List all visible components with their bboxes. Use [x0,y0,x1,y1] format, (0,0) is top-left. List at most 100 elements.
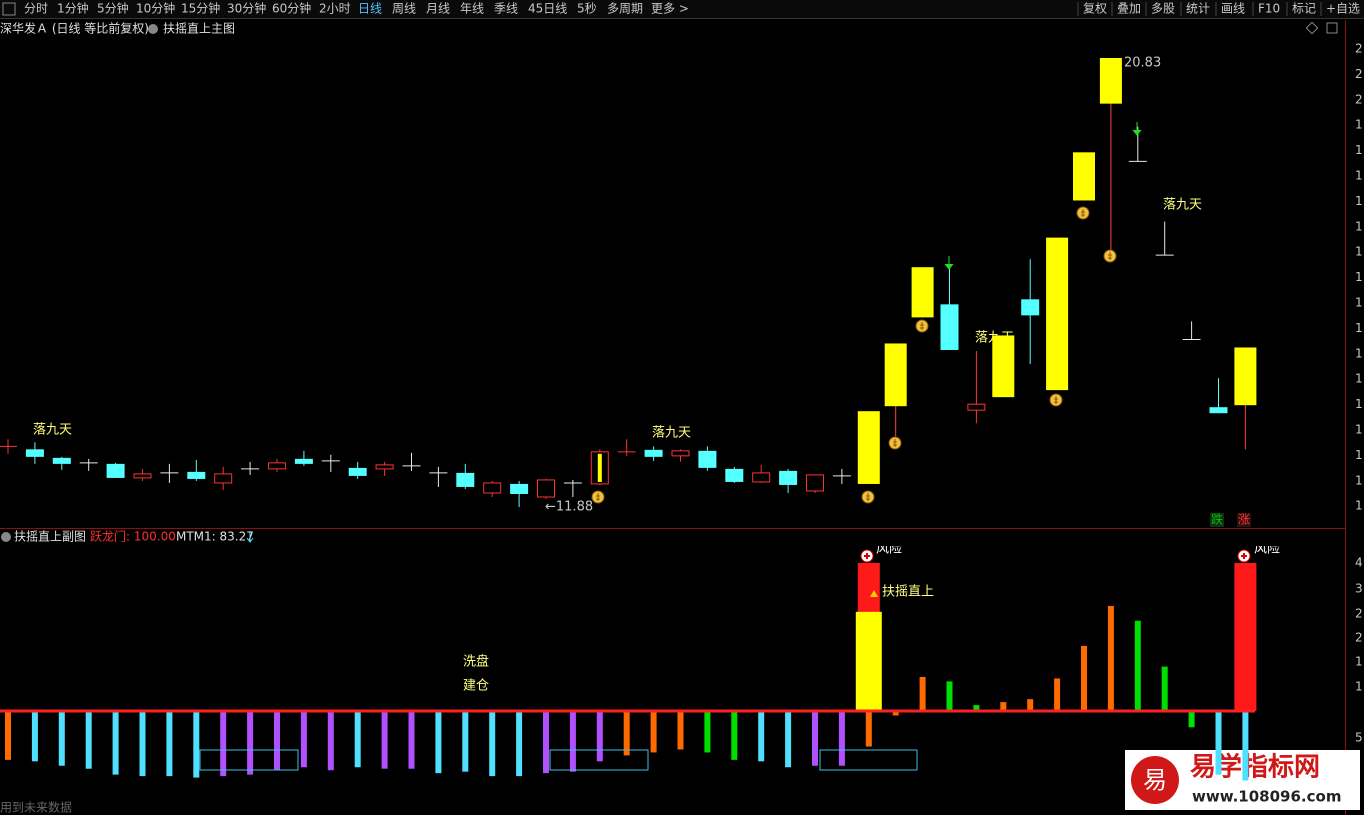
toolbar-button[interactable]: F10 [1258,2,1280,16]
toolbar-button[interactable]: 更多 > [651,2,689,16]
annotation: 洗盘 [463,654,489,670]
toolbar-button[interactable]: 年线 [460,2,484,16]
signal-bar [1234,563,1257,711]
money-bag-mark [866,493,870,501]
toolbar-button[interactable]: 周线 [392,2,416,16]
green-arrow [1132,122,1142,136]
toolbar-button[interactable]: 45日线 [528,2,567,16]
menu-icon[interactable] [2,2,16,16]
toolbar-button[interactable]: 日线 [358,2,382,16]
annotation: 风险 [876,542,902,557]
y-tick-label: 1 [1355,143,1363,157]
toolbar-button[interactable]: 10分钟 [136,1,175,16]
candle-body [25,449,44,457]
mtm-bar [1134,620,1141,711]
toolbar-button[interactable]: 15分钟 [181,1,220,16]
watermark-logo-text: 易 [1143,766,1167,794]
marker-box [1237,513,1251,527]
toolbar-button[interactable]: 统计 [1186,2,1210,16]
y-tick-label: 2 [1355,67,1363,81]
toolbar-button[interactable]: 2小时 [319,2,351,16]
toolbar-button[interactable]: 叠加 [1117,2,1141,16]
mtm-bar [569,711,576,772]
y-tick-label: 1 [1355,655,1363,669]
candle-body [537,479,555,498]
annotation: 落九天 [1163,198,1202,213]
warning-icon [870,590,878,597]
money-bag-icon [1049,393,1063,407]
y-tick-label: 1 [1355,499,1363,513]
toolbar-button[interactable]: 60分钟 [272,1,311,16]
candle-body [1234,347,1257,406]
toolbar-button[interactable]: 30分钟 [227,1,266,16]
mtm-bar [1242,711,1249,781]
watermark-url: www.108096.com [1192,788,1341,806]
mtm-bar [596,711,603,762]
money-bag-icon [1103,249,1117,263]
watermark-name: 易学指标网 [1190,752,1320,783]
y-tick-label: 5 [1355,731,1363,745]
highlight-box [549,749,649,771]
marker: 跌 [1211,512,1223,527]
toolbar-button[interactable]: 多周期 [607,2,643,16]
y-tick-label: 1 [1355,473,1363,487]
mtm-bar [973,705,980,711]
toolbar-button[interactable]: 复权 [1083,2,1107,16]
candle-body [456,472,475,487]
risk-cross [1241,553,1247,559]
y-tick-label: 2 [1355,631,1363,645]
mtm-bar [516,711,523,777]
mtm-bar [1215,711,1222,775]
mtm-bar [946,681,953,711]
y-tick-label: 1 [1355,397,1363,411]
toolbar-button[interactable]: 1分钟 [57,1,89,16]
candle-body [752,472,771,483]
money-bag-icon [1076,206,1090,220]
mtm-bar [408,711,415,769]
candle-body [698,450,717,468]
toolbar-button[interactable]: 月线 [426,2,450,16]
y-tick-label: 2 [1355,607,1363,621]
toolbar-button[interactable]: 标记 [1292,2,1316,16]
toolbar-button[interactable]: 画线 [1221,2,1245,16]
mtm-bar [812,711,818,766]
candle-body [1209,407,1228,414]
mtm-bar [58,711,65,766]
sub-indicator[interactable]: 扶摇直上副图 [14,529,86,544]
candle-body [510,483,529,494]
highlight-box [199,749,299,771]
candle-body [187,471,206,479]
y-tick-label: 1 [1355,296,1363,310]
panel-icon[interactable] [1305,21,1319,35]
indicator-toggle[interactable] [1,532,11,542]
mtm-bar [220,711,227,777]
y-tick-label: 1 [1355,346,1363,360]
toolbar-button[interactable]: +自选 [1326,2,1360,16]
money-bag-icon [888,436,902,450]
toolbar-button[interactable]: 季线 [494,2,518,16]
risk-cross [864,553,870,559]
candle-body [133,473,152,479]
mtm-bar [5,711,11,760]
indicator-toggle[interactable] [148,24,158,34]
candle-body [483,482,502,494]
toolbar-button[interactable]: 分时 [24,2,48,16]
toolbar-button[interactable]: 多股 [1151,2,1175,16]
annotation: 落九天 [33,423,72,438]
candle-body [1073,152,1095,201]
toolbar-button[interactable]: 5分钟 [97,1,129,16]
money-bag-mark [596,493,600,501]
mtm-bar [1000,702,1007,711]
main-indicator[interactable]: 扶摇直上主图 [163,21,235,36]
money-bag-mark [1054,396,1058,404]
toolbar-button[interactable]: 5秒 [577,2,597,16]
money-bag-mark [893,439,897,447]
watermark-logo [1131,756,1179,804]
annotation: 风险 [1254,542,1280,557]
mtm-bar [623,711,630,756]
mtm-bar [112,711,119,775]
candle-body [992,335,1015,398]
mtm-bar [1081,645,1087,711]
candle-body [644,449,663,457]
panel-icon[interactable] [1326,22,1338,34]
